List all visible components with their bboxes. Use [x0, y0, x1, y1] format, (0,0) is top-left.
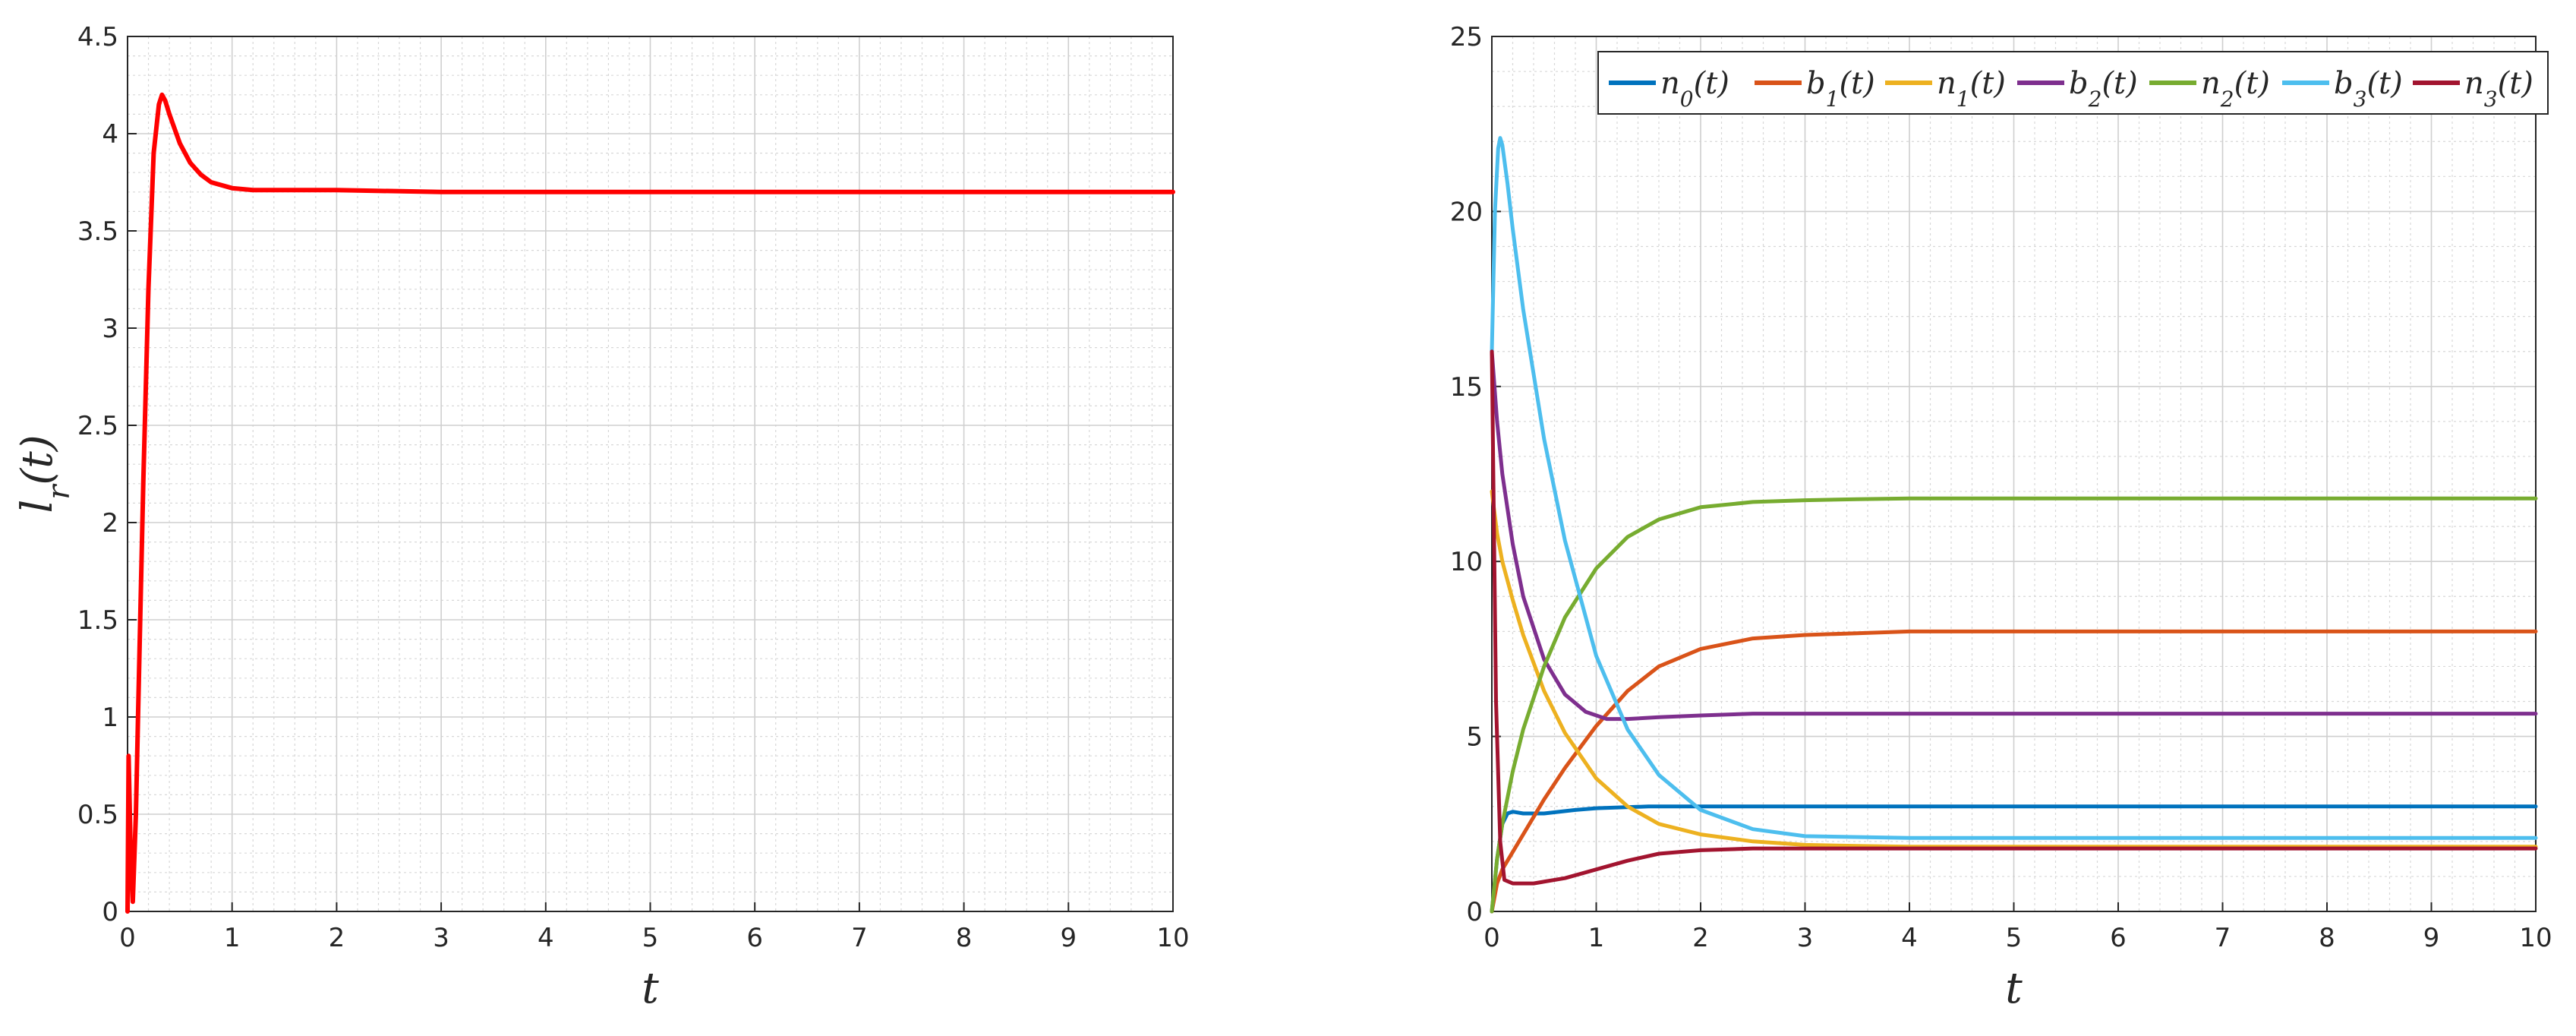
series-line-0 — [125, 92, 1175, 914]
x-tick-label: 8 — [956, 923, 973, 953]
left-x-axis-label: t — [642, 964, 659, 1013]
x-tick-label: 6 — [2110, 923, 2127, 953]
x-tick-label: 5 — [2006, 923, 2023, 953]
right-chart: 0 1 2 3 4 5 6 7 8 9 10 0 5 10 15 20 25 t n0(t) b1(t) n1(t… — [1450, 22, 2552, 1013]
x-tick-label: 0 — [119, 923, 136, 953]
x-tick-label: 7 — [2215, 923, 2231, 953]
x-tick-label: 2 — [329, 923, 345, 953]
x-tick-label: 0 — [1483, 923, 1500, 953]
y-tick-label: 5 — [1466, 722, 1483, 753]
legend-entry-label: b2(t) — [2069, 66, 2138, 112]
right-major-grid — [1491, 36, 2537, 912]
right-x-axis-label: t — [2005, 964, 2023, 1013]
y-tick-label: 20 — [1450, 197, 1483, 227]
x-tick-label: 4 — [1901, 923, 1918, 953]
left-series-lines — [125, 92, 1175, 914]
x-tick-label: 1 — [1588, 923, 1605, 953]
x-tick-label: 4 — [538, 923, 554, 953]
y-tick-label: 2 — [102, 508, 118, 539]
x-tick-label: 3 — [1797, 923, 1814, 953]
legend-entry-label: n2(t) — [2201, 66, 2270, 112]
series-line-n3t — [1490, 349, 2538, 886]
y-tick-label: 0 — [102, 897, 118, 927]
left-x-tick-labels: 0 1 2 3 4 5 6 7 8 9 10 — [119, 902, 1190, 953]
left-chart: 0 1 2 3 4 5 6 7 8 9 10 0 0.5 1 1.5 2 2.5 3 3.5 4 4.5 t lr(t… — [13, 22, 1190, 1013]
legend-entry-label: b1(t) — [1806, 66, 1875, 112]
legend-entry-label: b3(t) — [2334, 66, 2403, 112]
y-tick-label: 1 — [102, 703, 118, 733]
x-tick-label: 9 — [1060, 923, 1077, 953]
x-tick-label: 6 — [746, 923, 763, 953]
left-y-axis-label: lr(t) — [13, 434, 77, 513]
x-tick-label: 2 — [1692, 923, 1709, 953]
x-tick-label: 1 — [224, 923, 241, 953]
left-y-tick-labels: 0 0.5 1 1.5 2 2.5 3 3.5 4 4.5 — [77, 22, 137, 927]
x-tick-label: 8 — [2319, 923, 2335, 953]
y-tick-label: 2.5 — [77, 411, 118, 441]
x-tick-label: 10 — [1156, 923, 1189, 953]
y-tick-label: 0 — [1466, 897, 1483, 927]
y-tick-label: 3.5 — [77, 216, 118, 247]
y-tick-label: 4 — [102, 119, 118, 150]
right-x-tick-labels: 0 1 2 3 4 5 6 7 8 9 10 — [1483, 902, 2552, 953]
x-tick-label: 5 — [642, 923, 659, 953]
y-tick-label: 3 — [102, 314, 118, 344]
series-line-b3t — [1490, 136, 2538, 840]
left-major-grid — [127, 36, 1174, 912]
legend-entry-label: n0(t) — [1660, 66, 1729, 112]
y-tick-label: 15 — [1450, 372, 1483, 403]
y-tick-label: 10 — [1450, 547, 1483, 577]
y-tick-label: 0.5 — [77, 800, 118, 830]
right-legend: n0(t) b1(t) n1(t) b2(t) n2(t) b3(t) n3(t) — [1597, 51, 2549, 115]
y-tick-label: 25 — [1450, 22, 1483, 52]
x-tick-label: 10 — [2519, 923, 2552, 953]
x-tick-label: 3 — [433, 923, 449, 953]
legend-entry-label: n1(t) — [1937, 66, 2006, 112]
legend-entry-label: n3(t) — [2464, 66, 2533, 112]
right-series-lines — [1490, 136, 2538, 914]
x-tick-label: 9 — [2423, 923, 2440, 953]
y-tick-label: 1.5 — [77, 605, 118, 636]
right-y-tick-labels: 0 5 10 15 20 25 — [1450, 22, 1501, 927]
series-line-n2t — [1490, 496, 2538, 914]
x-tick-label: 7 — [851, 923, 868, 953]
series-line-n0t — [1490, 804, 2538, 914]
series-line-b2t — [1490, 349, 2538, 722]
y-tick-label: 4.5 — [77, 22, 118, 52]
series-line-b1t — [1490, 629, 2538, 914]
